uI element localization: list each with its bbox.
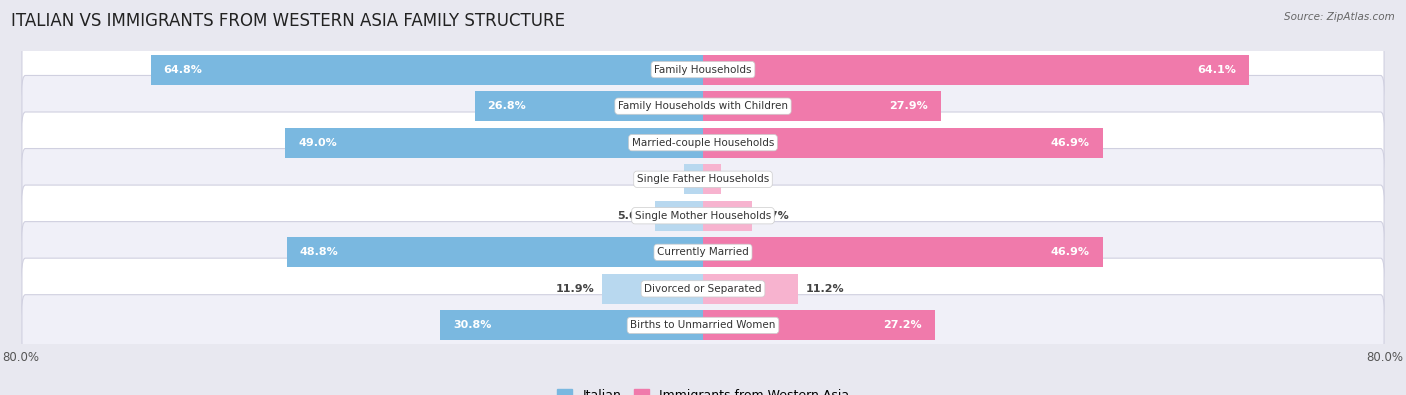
Text: 27.2%: 27.2% [883, 320, 922, 330]
Text: 26.8%: 26.8% [488, 101, 526, 111]
Text: Source: ZipAtlas.com: Source: ZipAtlas.com [1284, 12, 1395, 22]
Text: ITALIAN VS IMMIGRANTS FROM WESTERN ASIA FAMILY STRUCTURE: ITALIAN VS IMMIGRANTS FROM WESTERN ASIA … [11, 12, 565, 30]
Bar [287, 237, 703, 267]
Text: Divorced or Separated: Divorced or Separated [644, 284, 762, 294]
Text: Single Father Households: Single Father Households [637, 174, 769, 184]
Text: 2.2%: 2.2% [647, 174, 678, 184]
FancyBboxPatch shape [22, 39, 1384, 100]
Text: 30.8%: 30.8% [453, 320, 492, 330]
Text: 11.9%: 11.9% [555, 284, 595, 294]
Legend: Italian, Immigrants from Western Asia: Italian, Immigrants from Western Asia [557, 389, 849, 395]
Bar [703, 310, 935, 340]
Text: 46.9%: 46.9% [1050, 247, 1090, 257]
Bar [703, 128, 1102, 158]
Text: 11.2%: 11.2% [806, 284, 844, 294]
Text: Married-couple Households: Married-couple Households [631, 138, 775, 148]
FancyBboxPatch shape [22, 185, 1384, 246]
Text: 46.9%: 46.9% [1050, 138, 1090, 148]
FancyBboxPatch shape [22, 222, 1384, 283]
Bar [703, 164, 721, 194]
Bar [150, 55, 703, 85]
Bar [703, 91, 941, 121]
Text: 5.7%: 5.7% [758, 211, 789, 221]
Text: Currently Married: Currently Married [657, 247, 749, 257]
Bar [703, 237, 1102, 267]
Text: Family Households: Family Households [654, 65, 752, 75]
Text: 64.8%: 64.8% [163, 65, 202, 75]
FancyBboxPatch shape [22, 258, 1384, 320]
Text: Family Households with Children: Family Households with Children [619, 101, 787, 111]
Text: Single Mother Households: Single Mother Households [636, 211, 770, 221]
Text: Births to Unmarried Women: Births to Unmarried Women [630, 320, 776, 330]
Bar [685, 164, 703, 194]
FancyBboxPatch shape [22, 112, 1384, 173]
Bar [475, 91, 703, 121]
Text: 64.1%: 64.1% [1198, 65, 1237, 75]
Text: 48.8%: 48.8% [299, 247, 339, 257]
Bar [655, 201, 703, 231]
Bar [703, 201, 752, 231]
Bar [602, 274, 703, 304]
FancyBboxPatch shape [22, 75, 1384, 137]
Bar [440, 310, 703, 340]
Bar [703, 55, 1250, 85]
Text: 27.9%: 27.9% [889, 101, 928, 111]
Text: 2.1%: 2.1% [728, 174, 759, 184]
Text: 5.6%: 5.6% [617, 211, 648, 221]
FancyBboxPatch shape [22, 149, 1384, 210]
Bar [285, 128, 703, 158]
Text: 49.0%: 49.0% [298, 138, 337, 148]
Bar [703, 274, 799, 304]
FancyBboxPatch shape [22, 295, 1384, 356]
